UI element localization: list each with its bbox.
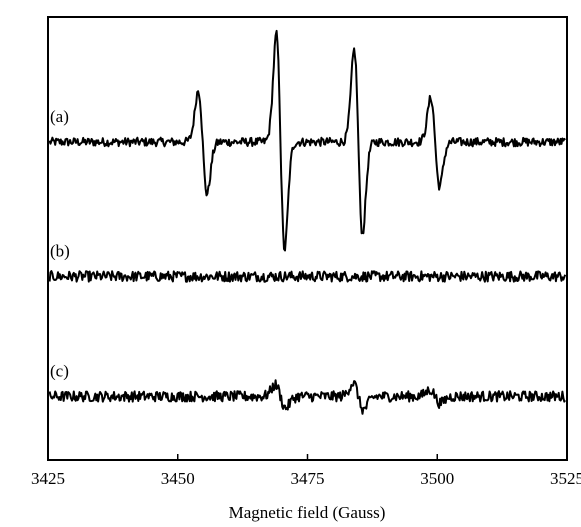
- trace-label-b: (b): [50, 241, 70, 260]
- trace-label-c: (c): [50, 361, 69, 380]
- x-axis-ticks: 3425 3450 3475 3500 3525: [31, 454, 581, 488]
- trace-label-a: (a): [50, 107, 69, 126]
- x-tick-label-3475: 3475: [291, 469, 325, 488]
- x-tick-label-3500: 3500: [420, 469, 454, 488]
- x-tick-label-3425: 3425: [31, 469, 65, 488]
- trace-c: [48, 379, 567, 415]
- spectrum-traces: [48, 29, 567, 415]
- trace-a: [48, 29, 566, 252]
- x-tick-label-3525: 3525: [550, 469, 581, 488]
- x-axis-title: Magnetic field (Gauss): [229, 503, 386, 522]
- trace-labels: (a) (b) (c): [50, 107, 70, 380]
- trace-b: [48, 270, 567, 283]
- x-tick-label-3450: 3450: [161, 469, 195, 488]
